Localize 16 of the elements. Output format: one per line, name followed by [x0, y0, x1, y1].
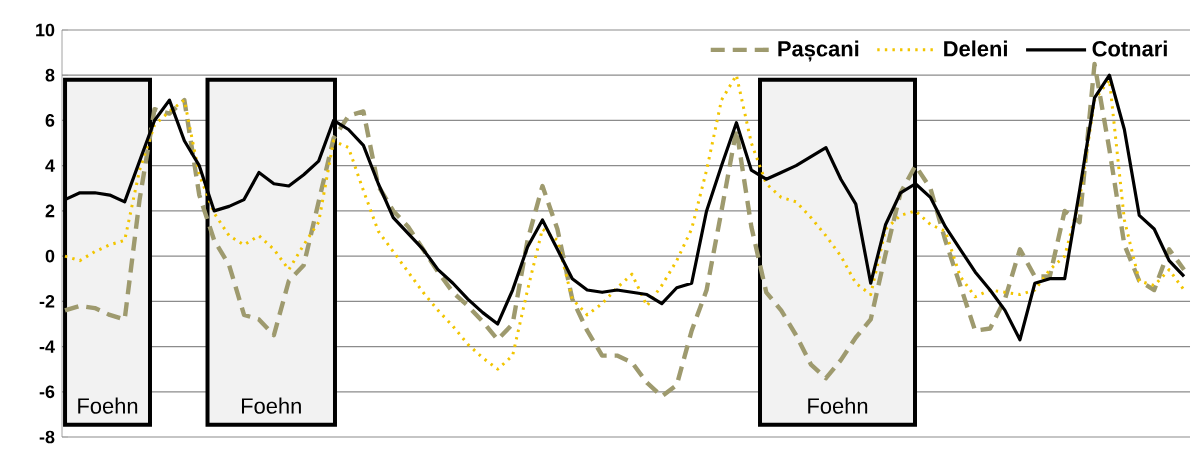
- y-tick-label: 4: [45, 159, 55, 172]
- legend-label: Cotnari: [1092, 40, 1167, 57]
- y-tick-label: -6: [39, 385, 55, 399]
- annotation: Foehn: [808, 397, 868, 414]
- y-tick-label: 2: [45, 204, 55, 218]
- y-tick-label: -8: [39, 430, 55, 444]
- y-tick-label: -4: [39, 340, 55, 353]
- annotation: Foehn: [241, 397, 301, 414]
- legend-label: Deleni: [944, 40, 1007, 57]
- y-tick-label: 0: [45, 249, 55, 263]
- legend-label: Pașcani: [778, 40, 859, 62]
- y-tick-label: 6: [45, 114, 55, 127]
- y-tick-label: 8: [45, 68, 55, 82]
- annotation: Foehn: [78, 397, 138, 414]
- y-tick-label: -2: [39, 295, 55, 308]
- y-tick-label: 10: [36, 23, 55, 37]
